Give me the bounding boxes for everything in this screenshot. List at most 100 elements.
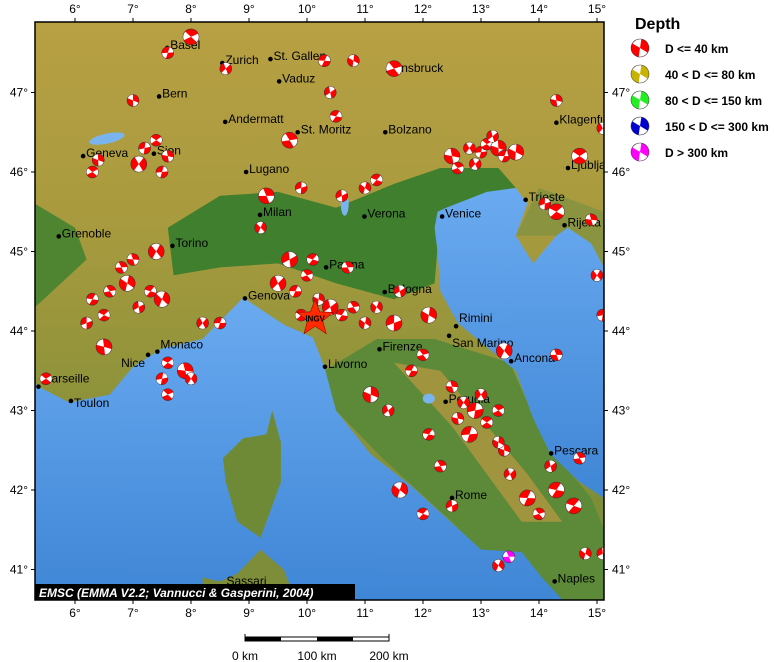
earthquake-event	[538, 197, 552, 211]
city-dot	[565, 165, 571, 171]
earthquake-event	[149, 133, 163, 147]
city-label: Rimini	[459, 311, 492, 325]
lat-label-left: 42°	[10, 483, 28, 497]
city-label: Grenoble	[62, 226, 112, 240]
city-dot	[443, 399, 448, 405]
city-dot	[295, 129, 301, 135]
city-bolzano: Bolzano	[383, 122, 432, 136]
city-venice: Venice	[439, 207, 481, 221]
earthquake-event	[519, 489, 536, 507]
earthquake-event	[466, 402, 484, 419]
city-nice: Nice	[121, 352, 151, 370]
earthquake-event	[492, 559, 505, 572]
city-dot	[170, 243, 175, 249]
earthquake-event	[300, 269, 314, 282]
earthquake-event	[468, 157, 482, 171]
earthquake-events-layer	[39, 28, 604, 572]
earthquake-event	[385, 314, 403, 332]
lat-label-left: 46°	[10, 165, 28, 179]
po-valley	[167, 168, 516, 300]
earthquake-event	[416, 507, 430, 521]
city-klagenfurt: Klagenfurt	[554, 113, 604, 127]
city-dot	[276, 79, 282, 84]
earthquake-event	[405, 364, 418, 377]
city-dot	[362, 214, 367, 219]
lon-label-bottom: 10°	[298, 606, 316, 620]
lon-label-top: 13°	[472, 2, 490, 16]
earthquake-event	[507, 143, 525, 161]
city-naples: Naples	[552, 571, 595, 585]
city-verona: Verona	[362, 207, 406, 221]
earthquake-event	[548, 481, 565, 499]
earthquake-event	[486, 129, 499, 143]
earthquake-event	[347, 54, 360, 67]
earthquake-event	[153, 290, 171, 308]
city-dot	[222, 119, 228, 125]
city-label: Andermatt	[228, 112, 284, 126]
earthquake-event	[161, 149, 175, 163]
lake-trasimeno	[422, 393, 435, 404]
earthquake-event	[39, 372, 53, 385]
lat-label-right: 43°	[612, 404, 630, 418]
city-dot	[268, 56, 273, 62]
city-dot	[383, 129, 388, 135]
lon-label-top: 8°	[185, 2, 197, 16]
city-dot	[562, 222, 567, 228]
earthquake-event	[370, 300, 383, 314]
city-dot	[151, 151, 157, 157]
earthquake-event	[385, 60, 403, 77]
earthquake-event	[130, 155, 148, 173]
city-dot	[453, 323, 459, 329]
earthquake-event	[573, 451, 586, 465]
city-dot	[257, 212, 263, 218]
earthquake-event	[358, 316, 372, 330]
city-grenoble: Grenoble	[56, 226, 111, 240]
lon-label-bottom: 9°	[243, 606, 255, 620]
legend-label-0: D <= 40 km	[665, 42, 728, 56]
city-rome: Rome	[449, 488, 487, 502]
city-torino: Torino	[170, 236, 208, 250]
city-dot	[439, 214, 445, 219]
city-trieste: Trieste	[523, 190, 565, 204]
earthquake-event	[532, 507, 546, 521]
lon-label-top: 15°	[588, 2, 606, 16]
city-dot	[68, 398, 74, 404]
city-monaco: Monaco	[155, 338, 203, 354]
lon-label-bottom: 13°	[472, 606, 490, 620]
earthquake-event	[420, 306, 438, 324]
earthquake-event	[132, 300, 146, 314]
lon-label-bottom: 14°	[530, 606, 548, 620]
lon-label-top: 14°	[530, 2, 548, 16]
lat-label-right: 45°	[612, 245, 630, 259]
city-ancona: Ancona	[508, 351, 555, 365]
city-label: Livorno	[328, 357, 368, 371]
scale-bar: 0 km 100 km 200 km	[232, 634, 409, 662]
ingv-label: INGV	[305, 314, 325, 323]
earthquake-event	[258, 187, 275, 205]
lon-label-bottom: 11°	[356, 606, 373, 620]
earthquake-event	[184, 372, 198, 385]
lat-label-right: 42°	[612, 483, 630, 497]
city-vaduz: Vaduz	[276, 71, 315, 85]
city-label: Trieste	[529, 190, 566, 204]
city-dot	[322, 364, 328, 370]
earthquake-event	[269, 275, 287, 292]
earthquake-event	[91, 153, 105, 167]
earthquake-event	[182, 28, 200, 46]
earthquake-event	[495, 342, 513, 360]
legend-label-4: D > 300 km	[665, 146, 728, 160]
earthquake-event	[118, 275, 136, 292]
lat-label-left: 44°	[10, 324, 28, 338]
city-label: St. Moritz	[301, 122, 352, 136]
earthquake-event	[393, 285, 407, 298]
earthquake-event	[544, 459, 557, 473]
frame-ticks	[31, 18, 608, 604]
earthquake-event	[155, 165, 169, 179]
scale-label-0: 0 km	[232, 649, 258, 662]
city-label: Innsbruck	[391, 61, 444, 75]
tyrrhenian-sea	[35, 297, 563, 600]
city-geneva: Geneva	[80, 146, 128, 160]
city-bologna: Bologna	[382, 282, 432, 296]
city-label: Rome	[455, 488, 487, 502]
